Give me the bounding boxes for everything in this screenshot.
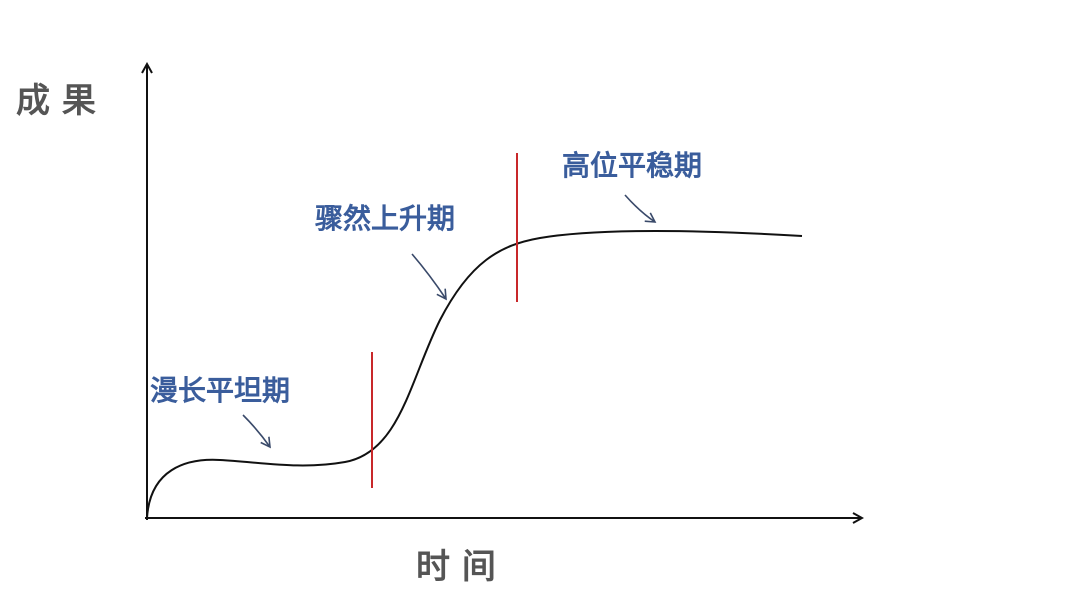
pointer-arrow (624, 194, 657, 223)
phase-label: 漫长平坦期 (150, 374, 290, 407)
y-axis-label: 成 果 (16, 81, 96, 121)
s-curve (146, 230, 803, 519)
phase-label: 高位平稳期 (562, 149, 702, 182)
pointer-arrow (411, 253, 447, 301)
x-axis-label: 时 间 (416, 547, 496, 587)
phase-label: 骤然上升期 (315, 202, 455, 235)
pointer-arrow (242, 414, 271, 449)
